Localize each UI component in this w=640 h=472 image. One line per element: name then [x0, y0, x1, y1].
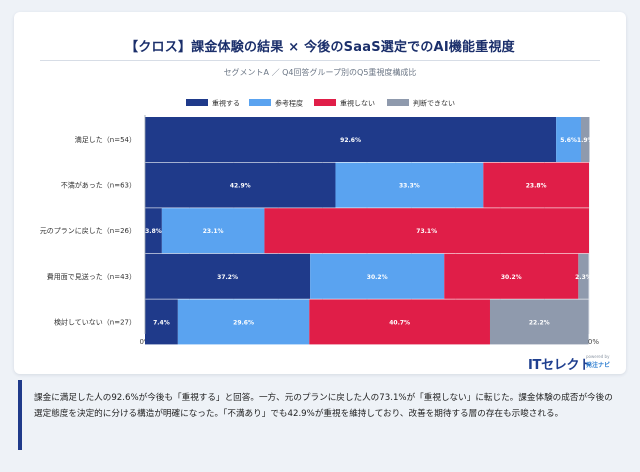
data-label: 37.2%: [217, 274, 238, 281]
bar-segment: [310, 253, 445, 299]
bar-segment: [145, 117, 557, 162]
data-label: 29.6%: [233, 319, 254, 326]
data-label: 23.8%: [526, 183, 547, 190]
stacked-bar-chart: 重視する参考程度重視しない判断できない0%10%20%30%40%50%60%7…: [40, 99, 600, 347]
data-label: 30.2%: [501, 274, 522, 281]
legend-swatch: [314, 99, 336, 106]
data-label: 73.1%: [416, 228, 437, 235]
brand-partner: 発注ナビ: [586, 362, 611, 369]
bar-segment: [264, 208, 589, 254]
brand-powered-by: powered by: [586, 354, 610, 359]
legend-label: 重視する: [212, 99, 240, 108]
bar-segment: [556, 117, 582, 162]
legend-swatch: [186, 99, 208, 106]
data-label: 22.2%: [529, 319, 550, 326]
bar-segment: [177, 299, 310, 345]
category-label: 不満があった（n=63）: [61, 181, 136, 190]
brand-logo: ITセレクト powered by 発注ナビ: [528, 354, 618, 373]
bar-segment: [161, 208, 265, 254]
bar-segment: [581, 117, 590, 162]
category-label: 元のプランに戻した（n=26）: [40, 226, 136, 235]
chart-subtitle: セグメントA ／ Q4回答グループ別のQ5重視度構成比: [223, 68, 417, 77]
data-label: 5.6%: [560, 137, 577, 144]
legend-swatch: [387, 99, 409, 106]
data-label: 7.4%: [153, 319, 170, 326]
data-label: 3.8%: [145, 228, 162, 235]
bar-segment: [444, 253, 579, 299]
data-label: 23.1%: [203, 228, 224, 235]
bar-segment: [145, 253, 311, 299]
bar-segment: [145, 162, 336, 208]
bar-segment: [483, 162, 589, 208]
data-label: 1.9%: [577, 137, 594, 144]
data-label: 40.7%: [389, 319, 410, 326]
legend-label: 判断できない: [413, 99, 455, 108]
title-divider: [40, 60, 600, 61]
bar-segment: [309, 299, 490, 345]
legend-label: 参考程度: [275, 99, 303, 108]
bar-segment: [145, 299, 178, 345]
data-label: 42.9%: [230, 183, 251, 190]
data-label: 33.3%: [399, 183, 420, 190]
category-label: 費用面で見送った（n=43）: [47, 272, 136, 281]
legend-swatch: [249, 99, 271, 106]
x-tick-label: 100%: [579, 338, 599, 346]
bar-segment: [578, 253, 589, 299]
bar-segment: [145, 208, 162, 254]
bar-segment: [335, 162, 484, 208]
bar-segment: [489, 299, 589, 345]
category-label: 満足した（n=54）: [75, 136, 136, 144]
data-label: 30.2%: [367, 274, 388, 281]
brand-logo-text: ITセレクト: [528, 358, 592, 373]
category-label: 検討していない（n=27）: [54, 317, 136, 326]
data-label: 92.6%: [340, 137, 361, 144]
data-label: 2.3%: [575, 274, 592, 281]
summary-text: 課金に満足した人の92.6%が今後も「重視する」と回答。一方、元のプランに戻した…: [18, 380, 616, 450]
legend-label: 重視しない: [340, 99, 375, 108]
chart-title: 【クロス】課金体験の結果 × 今後のSaaS選定でのAI機能重視度: [125, 40, 515, 55]
